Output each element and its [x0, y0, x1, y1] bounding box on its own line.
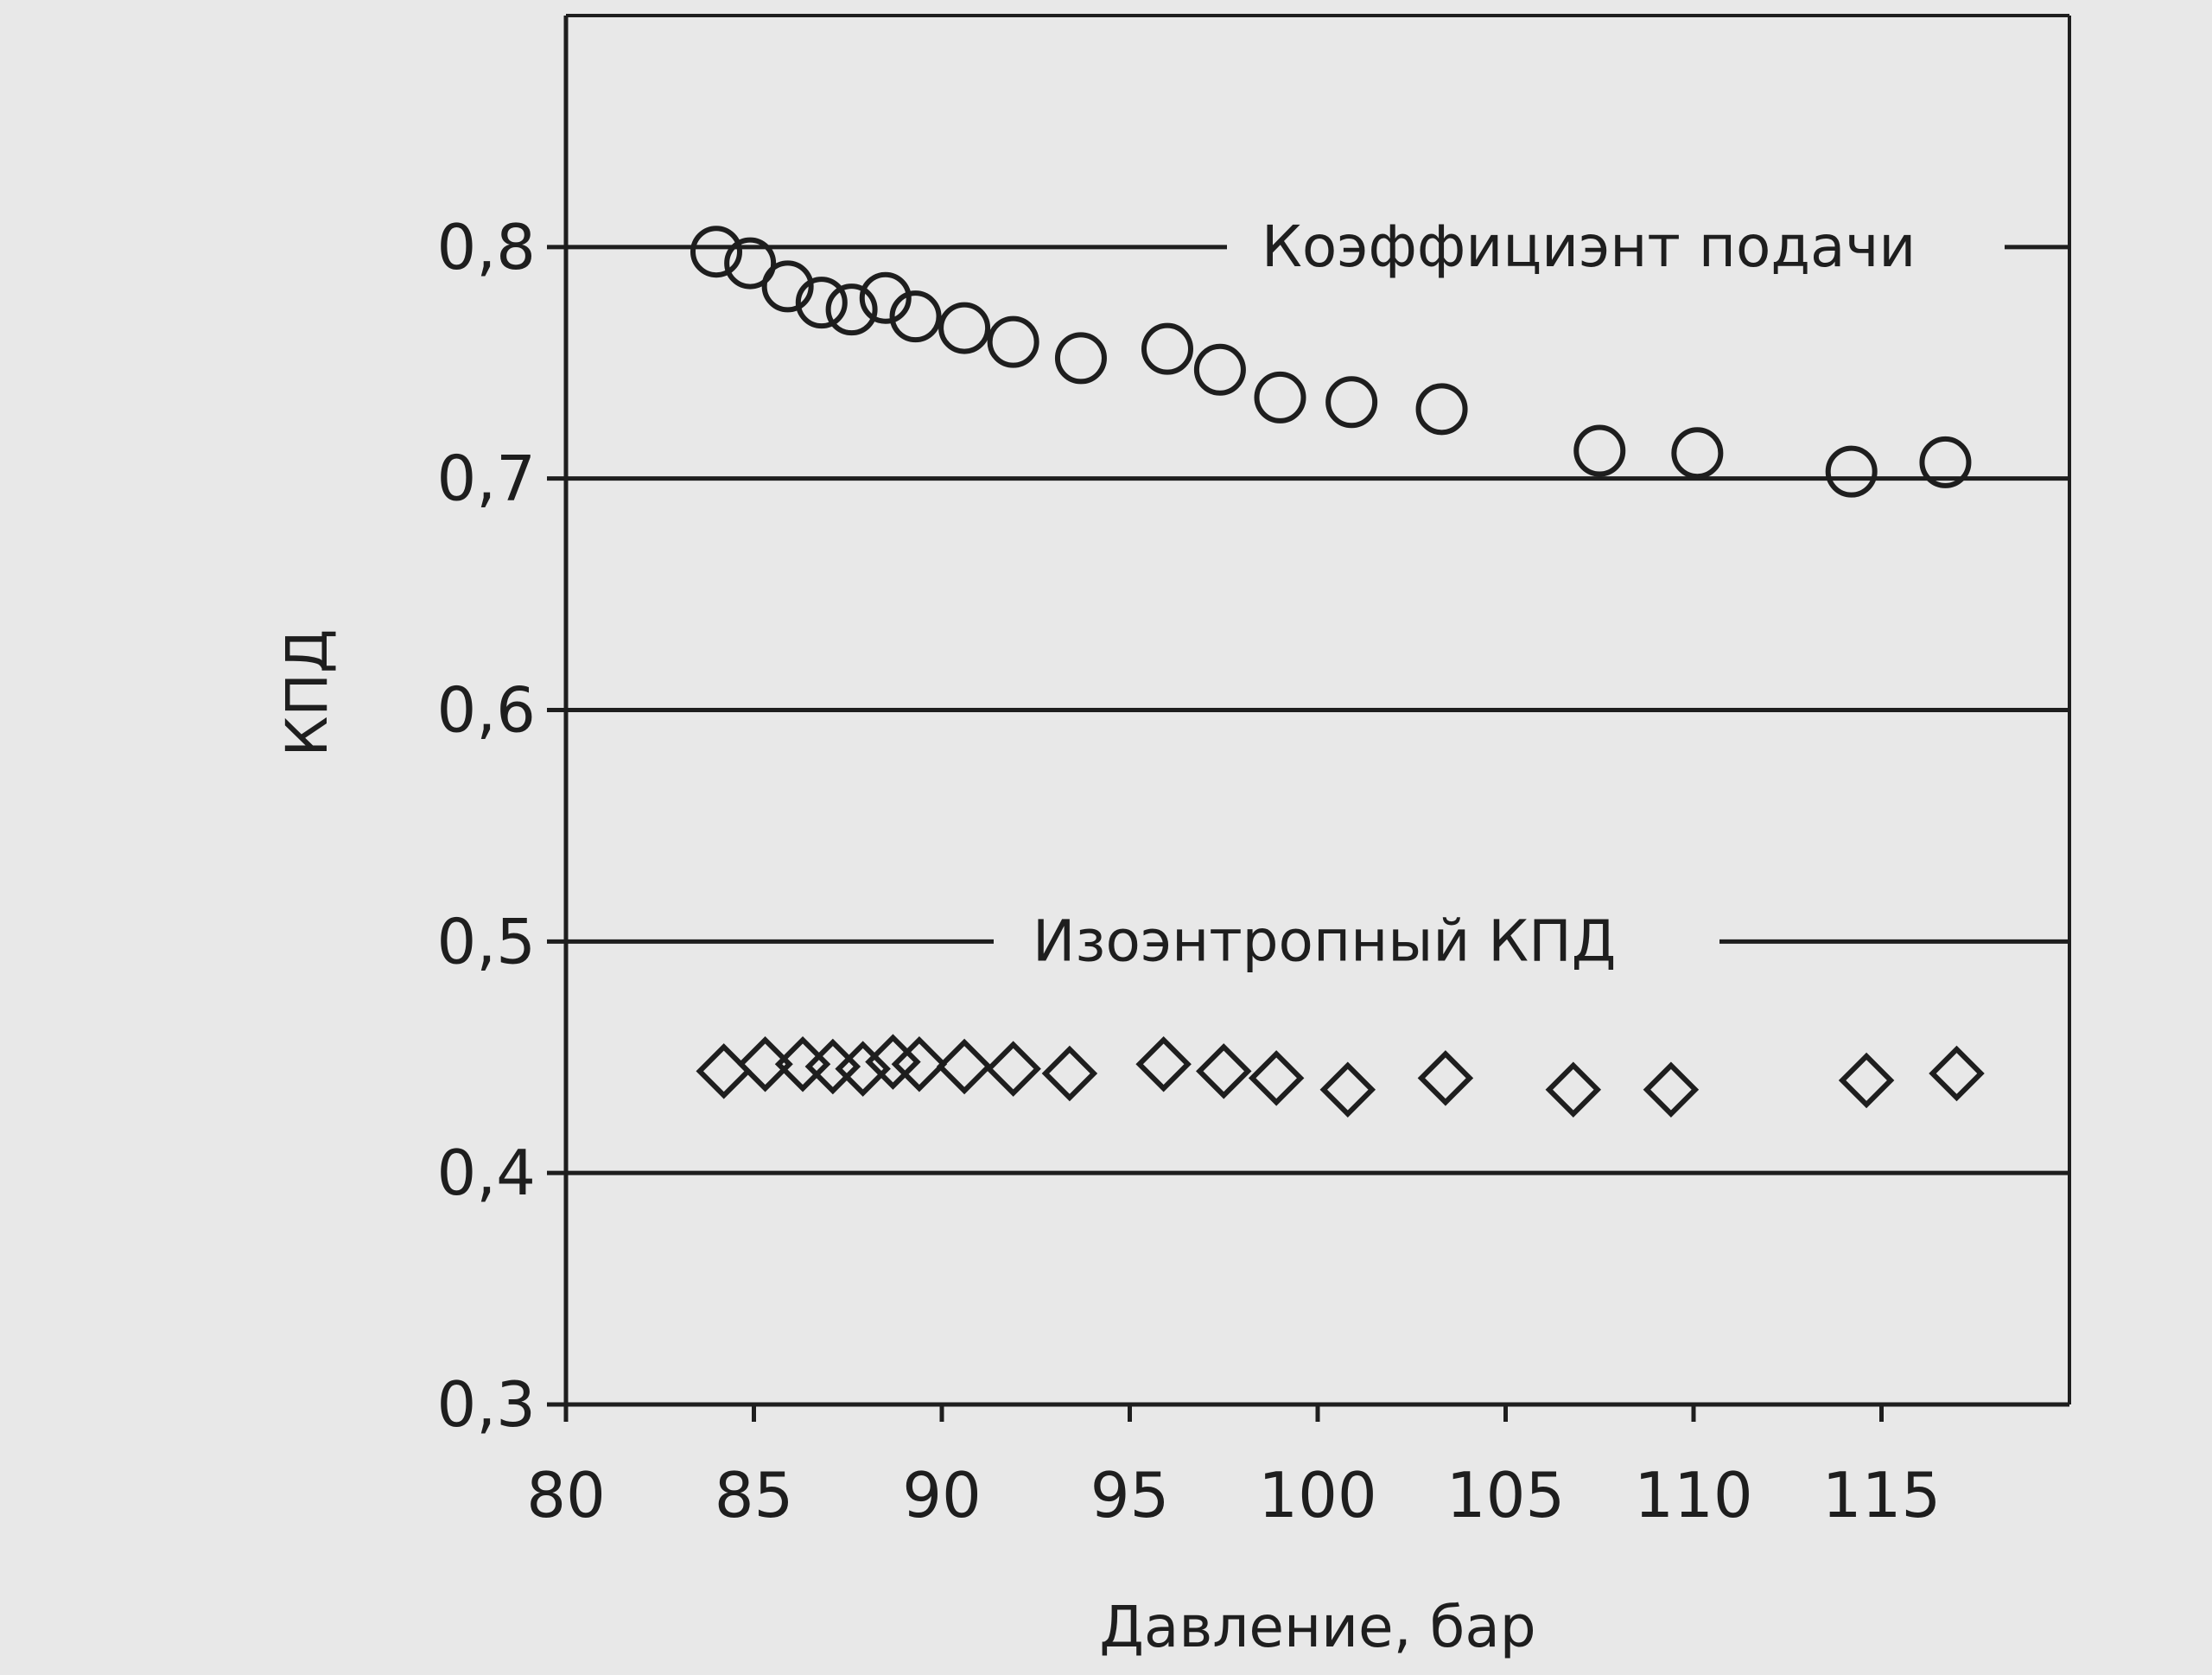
x-axis-title: Давление, бар [1099, 1594, 1535, 1660]
x-tick-label: 85 [715, 1459, 794, 1532]
y-tick-label: 0,8 [436, 211, 536, 283]
isentropic-efficiency-point-1 [737, 1036, 793, 1092]
isentropic-efficiency-point-6 [891, 1036, 948, 1092]
tick-marks [547, 245, 1884, 1422]
y-tick-label: 0,6 [436, 674, 536, 747]
isentropic-efficiency-point-12 [1248, 1050, 1305, 1106]
feed-coefficient-point-16 [1671, 427, 1724, 480]
series-label-feed-coefficient: Коэффициэнт подачи [1262, 213, 1916, 280]
x-tick-label: 115 [1822, 1459, 1941, 1532]
series-label-background-1 [1227, 205, 2005, 283]
isentropic-efficiency-point-7 [936, 1038, 993, 1095]
isentropic-efficiency-point-9 [1041, 1045, 1098, 1102]
isentropic-efficiency-point-10 [1135, 1036, 1192, 1092]
feed-coefficient-point-4 [825, 283, 878, 336]
data-points [690, 226, 1985, 1118]
isentropic-efficiency-point-11 [1196, 1043, 1252, 1099]
x-tick-label: 80 [526, 1459, 606, 1532]
feed-coefficient-point-8 [987, 315, 1039, 368]
feed-coefficient-point-1 [724, 237, 777, 290]
isentropic-efficiency-point-13 [1319, 1061, 1376, 1118]
y-tick-label: 0,4 [436, 1137, 536, 1209]
x-tick-label: 110 [1634, 1459, 1752, 1532]
x-tick-label: 90 [902, 1459, 982, 1532]
y-tick-label: 0,5 [436, 905, 536, 978]
y-axis-title: КПД [274, 628, 340, 756]
y-tick-labels: 0,3 0,4 0,5 0,6 0,7 0,8 [436, 211, 536, 1441]
feed-coefficient-point-0 [690, 226, 742, 278]
feed-coefficient-point-18 [1919, 436, 1972, 488]
feed-coefficient-point-3 [795, 277, 848, 329]
feed-coefficient-point-6 [889, 290, 942, 343]
series-label-isentropic-efficiency: Изоэнтропный КПД [1033, 908, 1616, 974]
feed-coefficient-point-12 [1254, 371, 1306, 424]
x-tick-label: 95 [1090, 1459, 1170, 1532]
x-tick-label: 100 [1258, 1459, 1376, 1532]
feed-coefficient-point-14 [1415, 383, 1468, 436]
y-tick-label: 0,3 [436, 1368, 536, 1441]
feed-coefficient-point-11 [1193, 343, 1246, 396]
feed-coefficient-point-5 [859, 271, 912, 324]
isentropic-efficiency-point-16 [1643, 1061, 1700, 1118]
isentropic-efficiency-point-14 [1417, 1050, 1474, 1106]
feed-coefficient-point-9 [1054, 332, 1107, 385]
isentropic-efficiency-point-8 [985, 1041, 1041, 1097]
x-tick-labels: 80 85 90 95 100 105 110 115 [526, 1459, 1941, 1532]
feed-coefficient-point-2 [761, 260, 814, 313]
isentropic-efficiency-point-15 [1545, 1061, 1602, 1118]
feed-coefficient-point-13 [1325, 376, 1378, 429]
feed-coefficient-point-15 [1573, 424, 1626, 477]
series-label-background-2 [994, 900, 1719, 978]
y-tick-label: 0,7 [436, 443, 536, 515]
x-tick-label: 105 [1446, 1459, 1565, 1532]
isentropic-efficiency-point-17 [1838, 1052, 1895, 1109]
feed-coefficient-point-7 [938, 302, 991, 354]
feed-coefficient-point-17 [1825, 445, 1878, 498]
series-labels: Коэффициэнт подачи Изоэнтропный КПД [994, 205, 2005, 978]
isentropic-efficiency-point-4 [835, 1041, 891, 1097]
feed-coefficient-point-10 [1141, 322, 1193, 375]
isentropic-efficiency-point-18 [1929, 1045, 1985, 1102]
